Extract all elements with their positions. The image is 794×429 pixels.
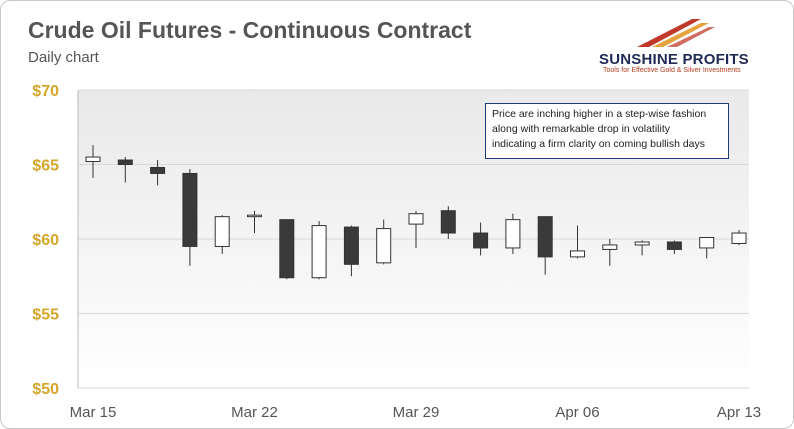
candle-body — [570, 250, 585, 258]
annotation-line: Price are inching higher in a step-wise … — [492, 108, 707, 120]
y-axis: $50 $55 $60 $65 $70 — [32, 83, 79, 398]
candle-body — [602, 244, 618, 250]
candle — [699, 237, 715, 259]
candle-body — [247, 214, 262, 218]
logo-name: SUNSHINE PROFITS — [599, 51, 749, 68]
candle — [408, 210, 424, 248]
y-tick-label: $65 — [32, 158, 59, 175]
candle-body — [408, 213, 424, 225]
candle-body — [505, 219, 521, 249]
y-tick-label: $50 — [32, 381, 59, 398]
y-tick-label: $70 — [32, 83, 59, 100]
candle-body — [440, 210, 456, 234]
candle — [150, 160, 166, 186]
candle-body — [150, 166, 166, 174]
annotation-line: indicating a firm clarity on coming bull… — [492, 138, 706, 150]
candle — [311, 221, 327, 280]
candle-body — [634, 241, 650, 246]
candle — [473, 222, 489, 256]
x-tick-label: Mar 22 — [231, 404, 278, 421]
candle — [440, 206, 456, 239]
candle — [247, 210, 262, 234]
candle-body — [85, 156, 101, 163]
candle-body — [343, 226, 359, 265]
candles — [85, 145, 747, 280]
logo-swoosh-icon — [637, 19, 715, 47]
candle — [279, 219, 295, 280]
candle — [505, 213, 521, 254]
candle — [634, 240, 650, 256]
candle-body — [376, 228, 392, 264]
x-tick-label: Apr 06 — [555, 404, 599, 421]
chart-subtitle: Daily chart — [28, 49, 99, 66]
candle-body — [182, 172, 198, 247]
y-tick-label: $55 — [32, 307, 59, 324]
candle-body — [537, 216, 553, 258]
annotation-line: along with remarkable drop in volatility — [492, 123, 671, 135]
candle-body — [311, 225, 327, 279]
candle-body — [473, 232, 489, 249]
x-tick-label: Mar 15 — [70, 404, 117, 421]
candle-body — [117, 159, 133, 165]
candle — [117, 157, 133, 183]
candle-body — [279, 219, 295, 279]
x-tick-label: Mar 29 — [393, 404, 440, 421]
x-tick-label: Apr 13 — [717, 404, 761, 421]
candle-body — [699, 237, 715, 249]
sunshine-profits-logo: SUNSHINE PROFITS Tools for Effective Gol… — [597, 15, 767, 75]
annotation-box: Price are inching higher in a step-wise … — [485, 103, 729, 159]
candle — [666, 240, 682, 254]
candle-body — [731, 232, 747, 244]
logo-tagline: Tools for Effective Gold & Silver Invest… — [603, 67, 741, 74]
candle — [214, 215, 230, 254]
y-tick-label: $60 — [32, 232, 59, 249]
candle — [602, 239, 618, 266]
candle — [537, 216, 553, 275]
candle — [182, 168, 198, 266]
candle — [343, 225, 359, 277]
candle-body — [214, 216, 230, 247]
chart-title: Crude Oil Futures - Continuous Contract — [28, 17, 472, 43]
candle — [731, 230, 747, 245]
candle-body — [666, 241, 682, 250]
candle — [85, 145, 101, 178]
candle — [376, 219, 392, 265]
candle — [570, 225, 585, 259]
x-axis: Mar 15 Mar 22 Mar 29 Apr 06 Apr 13 — [70, 404, 761, 421]
